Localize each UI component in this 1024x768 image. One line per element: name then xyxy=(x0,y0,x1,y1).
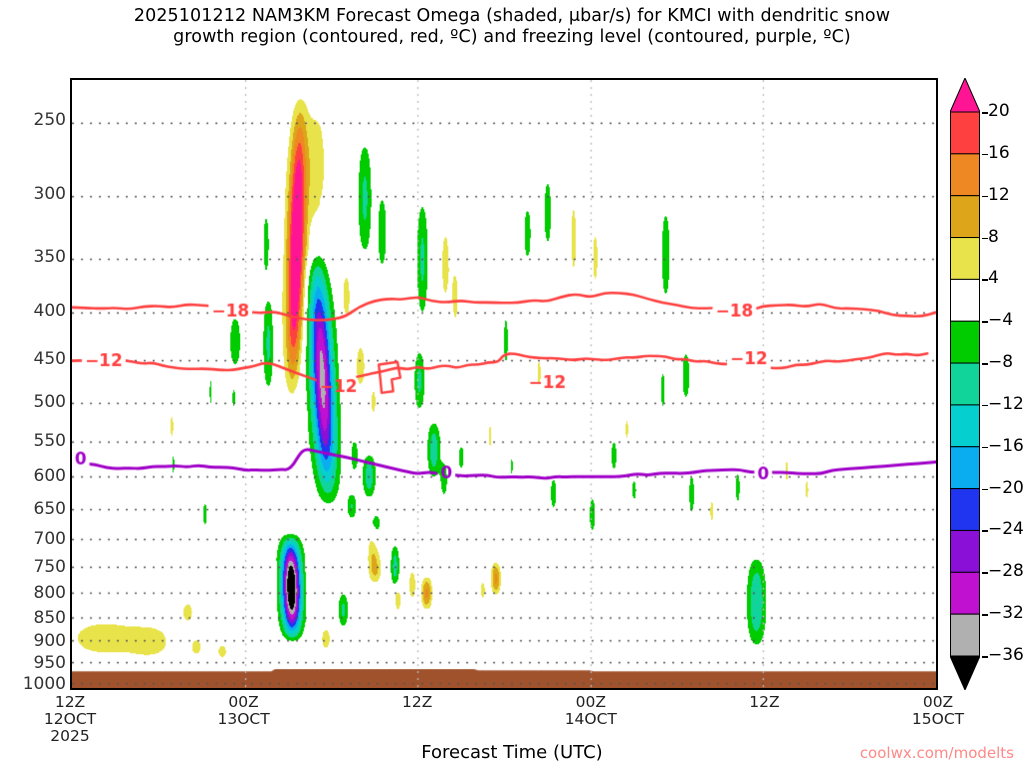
x-axis-tick-label: 12Z xyxy=(402,694,432,728)
colorbar-tick-label: 4 xyxy=(988,268,999,289)
x-tick-date: 13OCT xyxy=(217,710,270,728)
x-axis-tick-label: 12Z 12OCT 2025 xyxy=(44,694,96,745)
x-axis-tick-label: 00Z 13OCT xyxy=(217,694,269,728)
x-tick-date xyxy=(749,711,779,728)
y-axis-tick-label: 850 xyxy=(33,607,66,628)
colorbar-segment xyxy=(950,613,980,657)
x-axis-title: Forecast Time (UTC) xyxy=(421,742,603,763)
plot-area xyxy=(70,78,938,690)
colorbar-tick xyxy=(982,237,988,240)
y-axis-tick-label: 650 xyxy=(33,498,66,519)
colorbar-segment xyxy=(950,446,980,490)
colorbar-tick-label: 12 xyxy=(988,184,1010,205)
colorbar-tick-label: −20 xyxy=(988,477,1024,498)
colorbar xyxy=(950,78,980,690)
colorbar-tick xyxy=(982,488,988,491)
colorbar-tick-label: −36 xyxy=(988,645,1024,665)
colorbar-tick xyxy=(982,404,988,407)
colorbar-tick-label: −4 xyxy=(988,310,1014,331)
colorbar-segment xyxy=(950,237,980,280)
colorbar-arrow-min xyxy=(950,655,980,690)
colorbar-tick-label: −8 xyxy=(988,352,1014,373)
colorbar-segment xyxy=(950,404,980,448)
y-axis-tick-label: 700 xyxy=(33,528,66,549)
x-tick-time: 12Z xyxy=(402,693,433,711)
x-tick-date: 14OCT xyxy=(564,710,617,728)
y-axis-tick-label: 950 xyxy=(33,652,66,673)
colorbar-tick xyxy=(982,195,988,198)
contour-overlay-canvas xyxy=(72,80,936,688)
colorbar-tick xyxy=(982,363,988,365)
x-axis-tick-label: 00Z 14OCT xyxy=(565,694,617,728)
colorbar-segment xyxy=(950,195,980,239)
x-tick-time: 12Z xyxy=(749,693,780,711)
x-tick-date: 15OCT xyxy=(911,710,965,728)
chart-title: 2025101212 NAM3KM Forecast Omega (shaded… xyxy=(0,6,1024,48)
colorbar-tick xyxy=(982,112,988,114)
y-axis-tick-label: 750 xyxy=(33,556,66,577)
y-axis-tick-label: 800 xyxy=(33,582,66,603)
x-tick-time: 12Z xyxy=(54,693,86,711)
chart-title-line-1: 2025101212 NAM3KM Forecast Omega (shaded… xyxy=(133,6,891,26)
x-axis-tick-label: 00Z 15OCT xyxy=(912,694,964,728)
colorbar-arrow-max xyxy=(950,78,980,113)
y-axis-tick-label: 350 xyxy=(33,246,66,267)
colorbar-tick-label: 8 xyxy=(988,226,999,247)
y-axis-tick-label: 250 xyxy=(33,109,66,130)
colorbar-segment xyxy=(950,320,980,364)
colorbar-segment xyxy=(950,529,980,573)
y-axis-tick-label: 500 xyxy=(33,391,66,412)
colorbar-tick-label: −28 xyxy=(988,561,1024,582)
colorbar-tick xyxy=(982,279,988,281)
colorbar-tick-label: 20 xyxy=(988,101,1010,121)
colorbar-tick xyxy=(982,321,988,323)
x-tick-time: 00Z xyxy=(922,693,954,711)
x-tick-year: 2025 xyxy=(50,727,90,745)
colorbar-tick xyxy=(982,446,988,449)
colorbar-segment xyxy=(950,571,980,615)
x-tick-date xyxy=(402,711,432,728)
y-axis-tick-label: 550 xyxy=(33,430,66,451)
colorbar-tick xyxy=(982,153,988,156)
colorbar-segment xyxy=(950,278,980,322)
colorbar-segment xyxy=(950,153,980,197)
y-axis-tick-label: 1000 xyxy=(22,673,66,694)
y-axis-tick-label: 300 xyxy=(33,184,66,205)
colorbar-tick xyxy=(982,530,988,532)
colorbar-tick-label: −24 xyxy=(988,519,1024,540)
y-axis-tick-label: 450 xyxy=(33,348,66,369)
colorbar-segment xyxy=(950,362,980,406)
colorbar-labels: 20 16 12 8 4 −4 −8 −12 −16 −20 −24 −28 −32 −36 xyxy=(982,78,1024,690)
colorbar-segment xyxy=(950,488,980,531)
colorbar-tick xyxy=(982,656,988,658)
colorbar-tick-label: −12 xyxy=(988,393,1024,414)
x-axis-tick-label: 12Z xyxy=(749,694,779,728)
colorbar-segment xyxy=(950,111,980,155)
y-axis-tick-label: 400 xyxy=(33,301,66,322)
colorbar-tick xyxy=(982,614,988,616)
colorbar-tick-label: 16 xyxy=(988,142,1010,163)
colorbar-tick-label: −32 xyxy=(988,603,1024,624)
y-axis-tick-label: 900 xyxy=(33,630,66,651)
colorbar-tick xyxy=(982,572,988,574)
watermark: coolwx.com/modelts xyxy=(859,744,1014,762)
chart-title-line-2: growth region (contoured, red, ºC) and f… xyxy=(173,27,851,47)
x-axis: 12Z 12OCT 2025 00Z 13OCT 12Z 00Z 14OCT 12Z 00Z 1… xyxy=(44,692,964,764)
x-tick-date: 12OCT xyxy=(43,710,97,728)
x-tick-time: 00Z xyxy=(228,693,259,711)
y-axis-tick-label: 600 xyxy=(33,465,66,486)
y-axis: 250 300 350 400 450 500 550 600 650 700 750 800 850 9… xyxy=(0,78,66,694)
x-tick-time: 00Z xyxy=(575,693,606,711)
colorbar-tick-label: −16 xyxy=(988,435,1024,456)
